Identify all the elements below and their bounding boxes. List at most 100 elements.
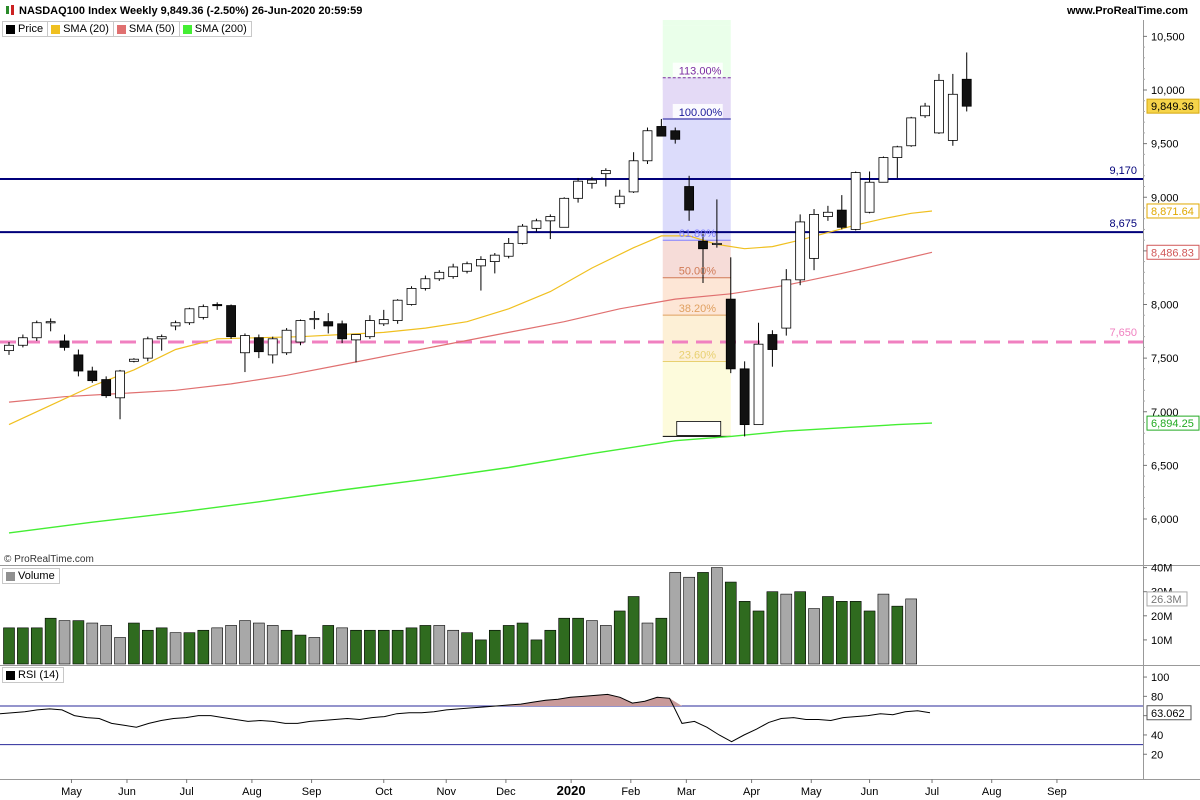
x-tick-label: Jul: [180, 786, 194, 798]
volume-bar-down: [225, 625, 237, 665]
candlestick-logo-icon: [6, 5, 15, 15]
candle-up: [31, 322, 42, 339]
sma50-tag: [1146, 244, 1200, 260]
volume-legend: Volume: [2, 568, 60, 584]
volume-bar-up: [530, 639, 543, 665]
candle-down: [836, 209, 847, 228]
volume-bar-down: [253, 622, 265, 665]
candle-up: [406, 288, 417, 305]
candle-up: [156, 336, 167, 340]
fib-level-label: 61.80%: [679, 228, 717, 240]
candle-up: [531, 220, 542, 229]
legend-sma50[interactable]: SMA (50): [114, 22, 180, 36]
volume-bar-down: [211, 627, 223, 665]
legend-rsi[interactable]: RSI (14): [3, 668, 63, 682]
candle-up: [878, 157, 889, 183]
fib-zone: [662, 20, 731, 26]
axes: 6,0006,5007,0007,5008,0008,5009,0009,500…: [0, 20, 1200, 798]
sma50-value-label: 8,486.83: [1151, 247, 1194, 259]
fib-zone: [662, 277, 731, 316]
candle-up: [364, 320, 375, 338]
rsi-line: [0, 693, 931, 743]
volume-bar-up: [3, 627, 15, 665]
candle-up: [281, 329, 292, 354]
legend-volume[interactable]: Volume: [3, 569, 59, 583]
candle-up: [753, 343, 764, 426]
site-url[interactable]: www.ProRealTime.com: [1066, 5, 1188, 17]
candle-up: [795, 221, 806, 281]
volume-bar-up: [294, 634, 307, 665]
candle-up: [517, 225, 528, 244]
volume-bar-down: [58, 620, 71, 665]
volume-last-tag: [1146, 591, 1188, 607]
volume-bar-down: [86, 622, 99, 665]
candle-down: [253, 337, 264, 353]
x-tick-label: Apr: [743, 786, 760, 798]
price-tick-label: 8,000: [1151, 300, 1179, 312]
candle-up: [115, 370, 125, 399]
candle-up: [573, 180, 583, 199]
legend-swatch: [6, 670, 15, 680]
legend-sma200[interactable]: SMA (200): [180, 22, 251, 36]
volume-bar-up: [364, 629, 376, 665]
volume-bar-up: [405, 627, 418, 665]
candle-up: [392, 299, 403, 321]
rsi-indicator: [0, 693, 1143, 746]
candle-up: [198, 306, 209, 318]
candle-up: [711, 242, 722, 245]
volume-bar-up: [752, 610, 765, 665]
sma50-line: [8, 251, 933, 403]
fib-level-label: 100.00%: [679, 107, 723, 119]
volume-bar-up: [377, 629, 390, 665]
sma200-tag: [1146, 415, 1200, 431]
candle-up: [142, 338, 153, 359]
price-legend: Price SMA (20) SMA (50) SMA (200): [2, 21, 252, 37]
rsi-tick-label: 100: [1151, 672, 1169, 684]
candle-up: [17, 337, 28, 346]
candle-up: [448, 266, 459, 278]
candle-down: [59, 340, 70, 348]
x-tick-label: Jun: [861, 786, 879, 798]
volume-bar-down: [447, 629, 459, 665]
resistance-label: 8,675: [1109, 218, 1137, 230]
candle-down: [656, 126, 667, 137]
rsi-last-label: 63.062: [1151, 708, 1185, 720]
candle-up: [934, 79, 944, 134]
candle-down: [337, 323, 348, 340]
last-price-tag: [1146, 98, 1200, 114]
candle-up: [489, 254, 500, 262]
fib-level-label: 50.00%: [679, 266, 717, 278]
legend-price[interactable]: Price: [3, 22, 49, 36]
volume-bar-down: [669, 572, 682, 665]
volume-bar-up: [419, 625, 432, 665]
legend-swatch: [182, 24, 192, 34]
legend-swatch: [6, 24, 15, 34]
fib-zone: [662, 315, 731, 362]
candle-up: [545, 216, 556, 222]
volume-bar-up: [516, 622, 529, 665]
volume-bar-down: [905, 598, 918, 665]
candle-down: [670, 130, 681, 140]
candle-down: [767, 334, 778, 350]
volume-bar-up: [30, 627, 43, 665]
volume-bar-down: [433, 625, 446, 665]
legend-sma20[interactable]: SMA (20): [48, 22, 114, 36]
chart-title-text: NASDAQ100 Index Weekly 9,849.36 (-2.50%)…: [19, 5, 363, 17]
candle-up: [642, 130, 653, 162]
candle-up: [503, 242, 514, 257]
volume-bar-up: [183, 632, 196, 665]
candle-up: [864, 181, 875, 213]
x-tick-label: Oct: [375, 786, 392, 798]
x-tick-label: Dec: [496, 786, 516, 798]
candle-up: [184, 308, 195, 324]
candle-up: [906, 117, 917, 147]
price-tick-label: 9,000: [1151, 192, 1179, 204]
candle-up: [267, 338, 278, 356]
volume-bar-down: [336, 627, 348, 665]
volume-bar-down: [169, 632, 182, 665]
volume-bar-up: [724, 581, 737, 665]
volume-bars: [3, 567, 918, 665]
x-tick-label: Sep: [1047, 786, 1067, 798]
volume-bar-up: [891, 605, 904, 665]
fib-zero-box: [676, 421, 722, 436]
